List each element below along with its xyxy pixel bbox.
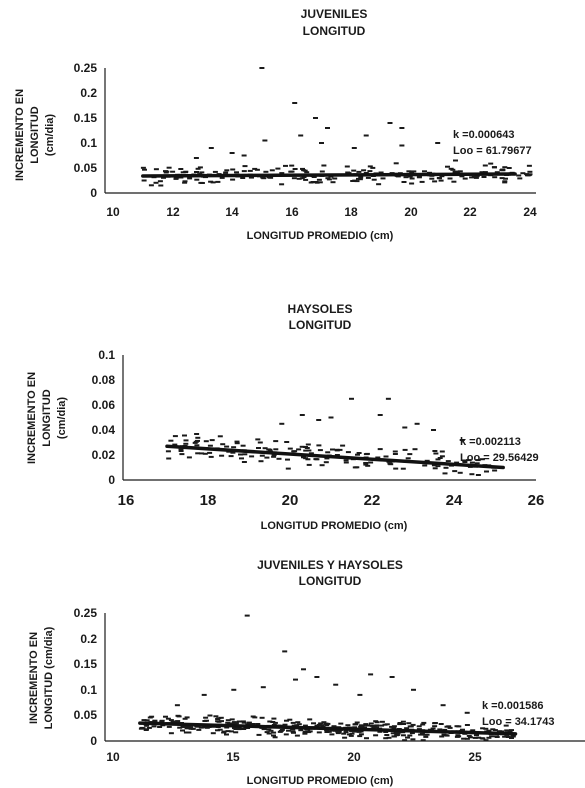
chart-1-ytick-label: 0.25 [74,61,98,75]
chart-2-title-line-1: HAYSOLES [288,302,353,316]
chart-2-loo-value: Loo = 29.56429 [460,452,539,464]
chart-2-xtick-label: 26 [528,492,545,509]
chart-3-x-tick-labels: 10 15 20 25 [106,750,482,764]
chart-3-xtick-label: 20 [347,750,361,764]
chart-1-xtick-label: 14 [225,205,239,219]
chart-2-ytick-label: 0.02 [92,448,116,462]
chart-3-k-value: k =0.001586 [482,700,543,712]
chart-3-ylabel-line-1: INCREMENTO EN [28,632,40,724]
chart-2-xtick-label: 22 [364,492,381,509]
chart-2-ylabel-line-3: (cm/dia) [56,397,68,440]
chart-3-ytick-label: 0.05 [74,708,98,722]
chart-1-k-value: k =0.000643 [453,129,514,141]
chart-3-xtick-label: 15 [226,750,240,764]
chart-3-points [138,614,516,742]
chart-1-title-line-1: JUVENILES [301,7,368,21]
chart-3-ytick-label: 0.25 [74,606,98,620]
chart-2-xtick-label: 18 [200,492,217,509]
chart-haysoles: HAYSOLES LONGITUD INCREMENTO EN LONGITUD… [26,302,544,532]
chart-1-xtick-label: 22 [463,205,477,219]
chart-2-fit-line [165,444,505,470]
chart-1-xtick-label: 12 [166,205,180,219]
chart-1-ytick-label: 0.2 [80,86,97,100]
chart-3-ytick-label: 0.2 [80,632,97,646]
chart-2-ylabel-line-2: LONGITUD [41,389,53,446]
chart-2-ytick-label: 0.04 [92,423,116,437]
chart-1-xtick-label: 18 [344,205,358,219]
chart-2-x-tick-labels: 16 18 20 22 24 26 [118,492,545,509]
chart-juveniles-y-haysoles: JUVENILES Y HAYSOLES LONGITUD INCREMENTO… [28,558,585,787]
chart-3-ytick-label: 0.15 [74,657,98,671]
chart-2-xlabel: LONGITUD PROMEDIO (cm) [261,520,408,532]
chart-3-title-line-2: LONGITUD [299,574,362,588]
chart-1-x-tick-labels: 10 12 14 16 18 20 22 24 [106,205,537,219]
chart-1-xtick-label: 16 [285,205,299,219]
chart-3-y-tick-labels: 0 0.05 0.1 0.15 0.2 0.25 [74,606,98,748]
chart-2-ytick-label: 0 [108,473,115,487]
chart-1-ylabel-line-1: INCREMENTO EN [14,89,26,181]
chart-1-ytick-label: 0.15 [74,111,98,125]
chart-3-ytick-label: 0.1 [80,683,97,697]
chart-1-points [140,67,533,187]
chart-2-title-line-2: LONGITUD [289,318,352,332]
chart-2-ytick-label: 0.06 [92,398,116,412]
chart-2-ytick-label: 0.1 [98,348,115,362]
chart-1-loo-value: Loo = 61.79677 [453,145,532,157]
chart-1-ytick-label: 0.05 [74,161,98,175]
chart-3-fit-line [138,721,518,736]
chart-2-xtick-label: 24 [446,492,463,509]
chart-3-ylabel-line-2: LONGITUD (cm/dia) [43,626,55,729]
chart-3-xtick-label: 10 [106,750,120,764]
chart-3-xtick-label: 25 [468,750,482,764]
chart-juveniles: JUVENILES LONGITUD INCREMENTO EN LONGITU… [14,7,537,242]
chart-1-ylabel-line-3: (cm/dia) [44,114,56,157]
chart-2-xtick-label: 16 [118,492,135,509]
chart-1-ytick-label: 0.1 [80,136,97,150]
chart-2-xtick-label: 20 [282,492,299,509]
chart-1-xtick-label: 10 [106,205,120,219]
chart-2-y-tick-labels: 0 0.02 0.04 0.06 0.08 0.1 [92,348,116,487]
chart-1-ylabel-line-2: LONGITUD [29,106,41,163]
chart-3-loo-value: Loo = 34.1743 [482,716,554,728]
chart-1-xtick-label: 20 [404,205,418,219]
chart-2-k-value: k =0.002113 [460,436,521,448]
chart-1-title-line-2: LONGITUD [303,24,366,38]
chart-1-xtick-label: 24 [523,205,537,219]
chart-3-xlabel: LONGITUD PROMEDIO (cm) [247,775,394,787]
chart-1-y-tick-labels: 0 0.05 0.1 0.15 0.2 0.25 [74,61,98,200]
chart-1-fit-line [141,172,517,178]
chart-1-xlabel: LONGITUD PROMEDIO (cm) [247,230,394,242]
chart-3-title-line-1: JUVENILES Y HAYSOLES [257,558,403,572]
chart-1-ytick-label: 0 [90,186,97,200]
chart-3-ytick-label: 0 [90,734,97,748]
chart-2-ytick-label: 0.08 [92,373,116,387]
chart-2-ylabel-line-1: INCREMENTO EN [26,372,38,464]
